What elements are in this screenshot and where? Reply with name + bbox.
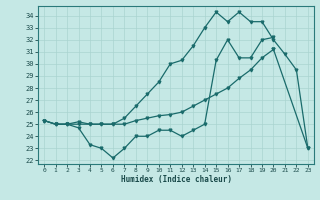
X-axis label: Humidex (Indice chaleur): Humidex (Indice chaleur) [121, 175, 231, 184]
